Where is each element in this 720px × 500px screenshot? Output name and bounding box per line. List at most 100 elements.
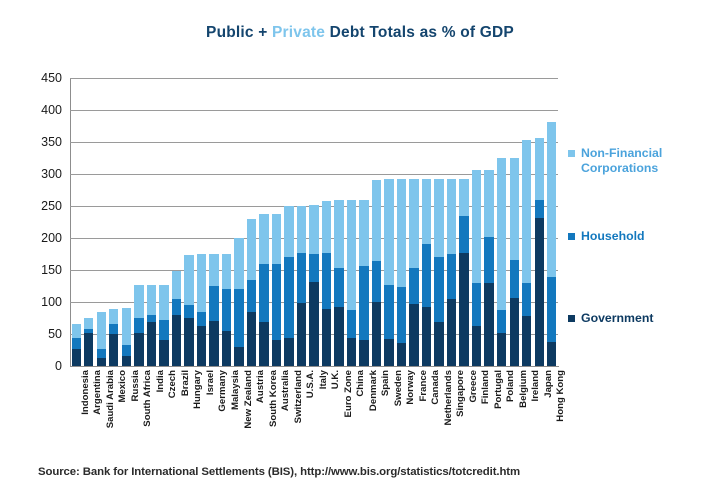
bar-segment-government (196, 325, 207, 366)
bar-stack[interactable] (409, 179, 419, 366)
bar-segment-government (171, 315, 182, 366)
bar-stack[interactable] (509, 158, 519, 366)
x-axis-tick-label: Hong Kong (555, 370, 567, 422)
bar-stack[interactable] (496, 158, 507, 366)
bar-segment-non-financial-corporations (96, 311, 106, 350)
x-axis-tick-label: Argentina (92, 370, 104, 415)
bar-stack[interactable] (434, 178, 444, 366)
bar-segment-non-financial-corporations (284, 206, 294, 258)
bar-segment-government (146, 321, 157, 366)
legend-item-non-financial-corporations[interactable]: Non-Financial Corporations (568, 146, 714, 175)
bar-stack[interactable] (121, 308, 131, 366)
bar-segment-non-financial-corporations (409, 179, 419, 269)
bar-segment-household (234, 288, 244, 347)
bar-segment-government (547, 341, 557, 366)
bar-stack[interactable] (159, 284, 169, 366)
bar-segment-government (446, 298, 457, 366)
y-axis-tick-label: 100 (41, 295, 62, 309)
bar-segment-non-financial-corporations (384, 179, 394, 285)
chart-title: Public + Private Debt Totals as % of GDP (0, 24, 720, 42)
legend-item-government[interactable]: Government (568, 311, 714, 326)
bar-segment-non-financial-corporations (234, 238, 244, 289)
bar-stack[interactable] (96, 311, 106, 366)
bar-stack[interactable] (346, 200, 357, 366)
y-axis-tick-label: 150 (41, 263, 62, 277)
bar-segment-non-financial-corporations (134, 284, 144, 319)
bar-stack[interactable] (209, 254, 219, 366)
gridline (70, 142, 558, 143)
bar-stack[interactable] (421, 179, 432, 366)
bar-segment-non-financial-corporations (196, 254, 207, 312)
x-axis-tick-label: Russia (129, 370, 141, 402)
legend-label: Household (581, 229, 645, 243)
bar-stack[interactable] (296, 206, 307, 366)
bar-segment-non-financial-corporations (84, 318, 94, 329)
bar-segment-government (522, 316, 532, 366)
bar-stack[interactable] (547, 121, 557, 366)
bar-segment-government (496, 332, 507, 366)
bar-segment-household (221, 288, 232, 332)
bar-segment-household (371, 261, 382, 302)
gridline (70, 174, 558, 175)
bar-stack[interactable] (109, 309, 119, 366)
bar-segment-household (84, 328, 94, 333)
bar-stack[interactable] (284, 206, 294, 366)
y-axis-tick-label: 250 (41, 199, 62, 213)
x-axis-tick-label: China (355, 370, 367, 397)
bar-stack[interactable] (71, 323, 81, 366)
legend-swatch-icon (568, 150, 575, 157)
bar-stack[interactable] (446, 178, 457, 366)
bar-stack[interactable] (459, 179, 469, 366)
bar-stack[interactable] (259, 214, 269, 366)
bar-stack[interactable] (484, 169, 494, 366)
bar-stack[interactable] (471, 170, 482, 366)
bar-stack[interactable] (309, 205, 319, 366)
bar-segment-household (121, 344, 131, 356)
bar-segment-non-financial-corporations (547, 121, 557, 278)
bar-stack[interactable] (196, 254, 207, 366)
bar-segment-household (509, 260, 519, 299)
bar-stack[interactable] (234, 238, 244, 366)
legend-label: Non-Financial Corporations (581, 146, 663, 175)
bar-stack[interactable] (134, 284, 144, 366)
bar-stack[interactable] (171, 270, 182, 366)
bar-stack[interactable] (522, 140, 532, 366)
y-axis-tick-label: 200 (41, 231, 62, 245)
bar-segment-non-financial-corporations (184, 254, 194, 305)
title-part-private: Private (272, 24, 326, 41)
bar-segment-household (246, 279, 257, 313)
bar-stack[interactable] (384, 179, 394, 366)
bar-stack[interactable] (371, 180, 382, 366)
bar-stack[interactable] (321, 200, 332, 366)
x-axis-tick-label: Indonesia (79, 370, 91, 415)
bar-segment-government (371, 302, 382, 366)
bar-segment-non-financial-corporations (109, 309, 119, 325)
x-axis-labels: Indonesia Argentina Saudi Arabia Mexico Russ… (70, 368, 566, 458)
bar-stack[interactable] (334, 199, 344, 366)
bar-segment-household (359, 265, 369, 341)
x-axis-tick-label: Singapore (455, 370, 467, 417)
bar-stack[interactable] (146, 284, 157, 366)
bar-stack[interactable] (396, 178, 407, 366)
x-axis-tick-label: Ireland (530, 370, 542, 402)
bar-segment-non-financial-corporations (121, 308, 131, 345)
bar-stack[interactable] (221, 254, 232, 366)
bar-stack[interactable] (271, 214, 282, 366)
bar-stack[interactable] (534, 138, 544, 366)
bar-segment-non-financial-corporations (321, 200, 332, 254)
x-axis-tick-label: Netherlands (442, 370, 454, 426)
bar-stack[interactable] (359, 200, 369, 366)
bar-stack[interactable] (246, 218, 257, 366)
bar-stack[interactable] (84, 318, 94, 366)
bar-segment-government (459, 252, 469, 366)
bar-stack[interactable] (184, 254, 194, 366)
bar-segment-non-financial-corporations (221, 254, 232, 289)
x-axis-tick-label: Malaysia (230, 370, 241, 411)
bar-segment-government (384, 339, 394, 366)
legend-item-household[interactable]: Household (568, 229, 714, 244)
bar-segment-government (134, 333, 144, 366)
x-axis-tick-label: Switzerland (292, 370, 304, 424)
bar-segment-government (396, 342, 407, 366)
x-axis-tick-label: Portugal (492, 370, 504, 409)
